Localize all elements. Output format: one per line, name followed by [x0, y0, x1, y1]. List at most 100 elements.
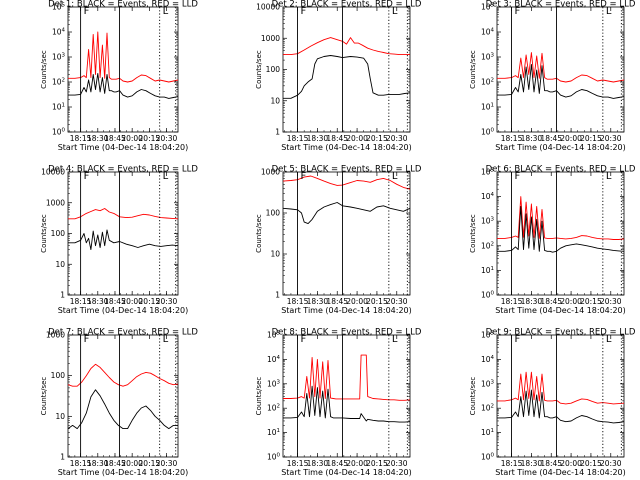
panel-1-title: Det 1: BLACK = Events, RED = LLD: [48, 0, 198, 10]
panel-4-xtick-label-5: 20:30: [156, 297, 178, 306]
panel-6-series-red: [497, 196, 625, 240]
panel-5-xlabel: Start Time (04-Dec-14 18:04:20): [281, 306, 412, 315]
panel-8-xtick-label-4: 20:15: [366, 459, 388, 468]
panel-4-xtick-label-1: 18:30: [87, 297, 109, 306]
panel-9-ytick-label-0: 100: [481, 453, 495, 462]
panel-1-xtick-label-4: 20:15: [139, 134, 161, 143]
panel-7-ytick-label-1: 10: [55, 412, 65, 421]
panel-2-xtick-label-5: 20:30: [386, 134, 408, 143]
panel-9-ytick-label-1: 101: [481, 428, 494, 437]
panel-6-ytick-label-1: 101: [481, 266, 494, 275]
panel-1-axes-frame: [67, 6, 179, 133]
panel-6-ytick-label-2: 102: [481, 241, 494, 250]
panel-8-marker-label-0: F: [301, 334, 307, 345]
panel-7-xtick-label-1: 18:30: [87, 459, 109, 468]
panel-2-ylabel: Counts/sec: [255, 50, 263, 89]
panel-4-series-red: [68, 208, 179, 220]
panel-8-xtick-label-2: 18:45: [326, 459, 348, 468]
panel-1-ytick-label-1: 101: [52, 103, 65, 112]
panel-3-series-black: [497, 64, 625, 99]
panel-2-xtick-label-1: 18:30: [307, 134, 329, 143]
panel-8-xtick-label-0: 18:15: [287, 459, 309, 468]
panel-4-ytick-label-1: 10: [55, 260, 65, 269]
panel-1-ylabel: Counts/sec: [40, 50, 48, 89]
panel-2-series-red: [283, 37, 410, 56]
panel-2-ytick-label-2: 100: [266, 65, 281, 74]
panel-9-ytick-label-2: 102: [481, 404, 494, 413]
panel-6-xtick-label-0: 18:15: [501, 297, 523, 306]
panel-2-series-black: [283, 55, 411, 99]
panel-7-xtick-label-2: 18:45: [104, 459, 126, 468]
panel-5-ytick-label-3: 1000: [261, 168, 280, 177]
panel-4-ytick-label-4: 10000: [41, 168, 65, 177]
panel-5-ylabel: Counts/sec: [255, 214, 263, 253]
panel-9-ytick-label-3: 103: [481, 379, 495, 388]
panel-1-ytick-label-5: 105: [52, 3, 66, 12]
panel-6-ytick-label-5: 105: [481, 168, 495, 177]
panel-1-xtick-label-3: 20:00: [121, 134, 143, 143]
panel-1-ytick-label-3: 103: [52, 53, 66, 62]
panel-4-ytick-label-2: 100: [51, 229, 66, 238]
panel-2-xlabel: Start Time (04-Dec-14 18:04:20): [281, 143, 412, 152]
panel-4-xlabel: Start Time (04-Dec-14 18:04:20): [58, 306, 189, 315]
panel-3-xtick-label-2: 18:45: [540, 134, 562, 143]
panel-6-xtick-label-2: 18:45: [540, 297, 562, 306]
panel-2-xtick-label-4: 20:15: [366, 134, 388, 143]
panel-5-xtick-label-4: 20:15: [366, 297, 388, 306]
panel-6-ytick-label-3: 103: [481, 217, 495, 226]
panel-1-xtick-label-1: 18:30: [87, 134, 109, 143]
panel-8-xtick-label-1: 18:30: [307, 459, 329, 468]
panel-7-xtick-label-0: 18:15: [70, 459, 92, 468]
panel-3-title: Det 3: BLACK = Events, RED = LLD: [486, 0, 636, 10]
panel-5-ytick-label-2: 100: [266, 209, 281, 218]
panel-3-ylabel: Counts/sec: [469, 50, 477, 89]
panel-3-ytick-label-5: 105: [481, 3, 495, 12]
panel-8-ytick-label-3: 103: [267, 379, 281, 388]
panel-4-ylabel: Counts/sec: [40, 214, 48, 253]
panel-2-ytick-label-4: 10000: [256, 3, 280, 12]
panel-8-ytick-label-5: 105: [267, 331, 281, 340]
panel-1-ytick-label-0: 100: [52, 128, 66, 137]
panel-7-xtick-label-5: 20:30: [156, 459, 178, 468]
panel-5-ytick-label-1: 10: [270, 250, 280, 259]
panel-8-xtick-label-3: 20:00: [346, 459, 368, 468]
panel-2-xtick-label-3: 20:00: [346, 134, 368, 143]
panel-1-ytick-label-4: 104: [52, 28, 66, 37]
panel-8-title: Det 8: BLACK = Events, RED = LLD: [272, 328, 422, 338]
panel-3-ytick-label-3: 103: [481, 53, 495, 62]
panel-9-xtick-label-1: 18:30: [521, 459, 543, 468]
panel-9-xtick-label-4: 20:15: [580, 459, 602, 468]
panel-9-title: Det 9: BLACK = Events, RED = LLD: [486, 328, 636, 338]
panel-8-xlabel: Start Time (04-Dec-14 18:04:20): [281, 468, 412, 477]
panel-7-ytick-label-2: 100: [51, 371, 66, 380]
panel-3-ytick-label-0: 100: [481, 128, 495, 137]
panel-6-axes-frame: [496, 171, 625, 296]
panel-9-xtick-label-5: 20:30: [600, 459, 622, 468]
panel-2-axes-frame: [282, 6, 411, 133]
panel-7-axes-frame: [67, 334, 179, 458]
panel-5-marker-dotted-label-0: L: [392, 171, 398, 182]
panel-7-marker-dotted-label-0: L: [163, 334, 169, 345]
panel-6-title: Det 6: BLACK = Events, RED = LLD: [486, 165, 636, 175]
panel-1-series-red: [68, 31, 179, 83]
panel-9-xlabel: Start Time (04-Dec-14 18:04:20): [495, 468, 626, 477]
panel-4-xtick-label-0: 18:15: [70, 297, 92, 306]
panel-7-marker-label-0: F: [84, 334, 90, 345]
panel-2-ytick-label-1: 10: [270, 96, 280, 105]
panel-2-marker-dotted-label-0: L: [392, 6, 398, 17]
panel-5-series-red: [282, 175, 411, 190]
panel-9-ytick-label-4: 104: [481, 355, 495, 364]
panel-8-ytick-label-0: 100: [267, 453, 281, 462]
panel-4-marker-label-0: F: [84, 171, 90, 182]
panel-5-ytick-label-0: 1: [275, 291, 280, 300]
panel-6-marker-dotted-label-0: L: [606, 171, 612, 182]
panel-8-ylabel: Counts/sec: [255, 377, 263, 416]
panel-2-xtick-label-2: 18:45: [326, 134, 348, 143]
panel-5-title: Det 5: BLACK = Events, RED = LLD: [272, 165, 422, 175]
panel-8-series-black: [283, 385, 411, 423]
panel-6-series-black: [497, 205, 625, 253]
panel-6-xtick-label-3: 20:00: [560, 297, 582, 306]
panel-4-xtick-label-2: 18:45: [104, 297, 126, 306]
panel-6-xtick-label-1: 18:30: [521, 297, 543, 306]
panel-9-xtick-label-2: 18:45: [540, 459, 562, 468]
